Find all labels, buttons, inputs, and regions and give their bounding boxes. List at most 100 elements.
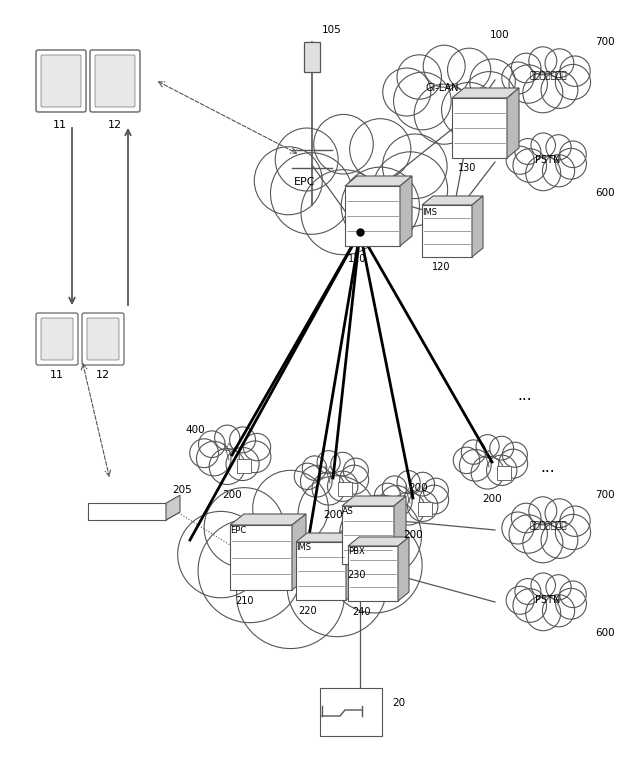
Circle shape	[471, 456, 504, 489]
Circle shape	[383, 134, 447, 199]
Polygon shape	[398, 537, 409, 601]
Circle shape	[523, 523, 563, 563]
Circle shape	[515, 138, 541, 164]
Text: 240: 240	[352, 607, 371, 617]
Text: PSTN: PSTN	[536, 595, 560, 605]
Text: 105: 105	[322, 25, 341, 35]
Text: 200: 200	[222, 490, 242, 500]
Circle shape	[236, 541, 345, 649]
Polygon shape	[394, 496, 406, 564]
Circle shape	[313, 115, 373, 174]
Circle shape	[397, 471, 420, 494]
Circle shape	[341, 167, 419, 245]
FancyBboxPatch shape	[95, 55, 135, 107]
Circle shape	[506, 586, 534, 614]
Circle shape	[374, 483, 401, 510]
Polygon shape	[88, 512, 180, 520]
Circle shape	[276, 128, 338, 191]
Bar	[418, 502, 432, 516]
Bar	[497, 466, 511, 480]
Text: 200: 200	[482, 494, 502, 504]
Text: Gi-LAN: Gi-LAN	[425, 83, 459, 93]
Circle shape	[198, 519, 302, 623]
Text: PBX: PBX	[348, 547, 364, 556]
Text: 205: 205	[172, 485, 192, 495]
Text: 210: 210	[235, 596, 254, 606]
Polygon shape	[166, 495, 180, 520]
Polygon shape	[472, 196, 483, 257]
Text: 200: 200	[323, 510, 343, 520]
Text: 600: 600	[595, 188, 615, 198]
Polygon shape	[342, 496, 406, 506]
Text: 12: 12	[108, 120, 122, 130]
Polygon shape	[296, 533, 357, 542]
Circle shape	[476, 435, 499, 458]
Polygon shape	[342, 506, 394, 564]
Circle shape	[178, 511, 264, 597]
Circle shape	[555, 588, 587, 619]
Polygon shape	[230, 514, 306, 525]
FancyBboxPatch shape	[90, 50, 140, 112]
FancyBboxPatch shape	[41, 55, 81, 107]
Circle shape	[546, 575, 571, 600]
Circle shape	[287, 537, 387, 636]
Circle shape	[340, 465, 369, 494]
Text: 600: 600	[595, 628, 615, 638]
Bar	[237, 459, 251, 473]
Circle shape	[546, 134, 571, 160]
Text: PSTN: PSTN	[536, 155, 560, 165]
Circle shape	[343, 458, 368, 484]
Text: インターネット: インターネット	[529, 72, 567, 80]
Circle shape	[383, 476, 407, 500]
Text: 130: 130	[458, 163, 476, 173]
Circle shape	[511, 503, 541, 533]
Circle shape	[198, 431, 225, 458]
Text: 11: 11	[53, 120, 67, 130]
Text: インターネット: インターネット	[529, 522, 567, 530]
Bar	[320, 688, 382, 736]
Circle shape	[511, 53, 541, 83]
FancyBboxPatch shape	[87, 318, 119, 360]
Bar	[338, 482, 352, 496]
Circle shape	[545, 49, 574, 78]
Circle shape	[442, 83, 497, 138]
Circle shape	[503, 442, 527, 468]
Text: 12: 12	[96, 370, 110, 380]
Circle shape	[555, 514, 590, 549]
Circle shape	[509, 515, 547, 553]
Polygon shape	[345, 186, 400, 246]
Polygon shape	[230, 525, 292, 590]
Circle shape	[300, 465, 332, 497]
Circle shape	[531, 133, 555, 157]
Polygon shape	[346, 533, 357, 600]
Circle shape	[394, 73, 451, 130]
Circle shape	[383, 68, 431, 116]
Circle shape	[448, 48, 491, 92]
Circle shape	[414, 84, 474, 144]
Circle shape	[526, 156, 560, 191]
Text: ...: ...	[541, 461, 555, 475]
Circle shape	[350, 118, 411, 180]
Circle shape	[470, 59, 516, 105]
Text: IMS: IMS	[422, 208, 437, 217]
Circle shape	[230, 427, 256, 453]
Circle shape	[302, 456, 327, 481]
Text: 120: 120	[432, 262, 450, 272]
Circle shape	[407, 491, 438, 521]
Circle shape	[513, 149, 547, 183]
Text: 11: 11	[50, 370, 64, 380]
Text: AS: AS	[342, 507, 354, 516]
Circle shape	[560, 141, 587, 167]
Circle shape	[555, 148, 587, 179]
Circle shape	[215, 425, 240, 450]
Circle shape	[486, 455, 517, 485]
Circle shape	[460, 449, 491, 481]
Circle shape	[209, 448, 245, 484]
Text: 230: 230	[347, 570, 366, 580]
Circle shape	[294, 463, 321, 490]
Circle shape	[298, 476, 376, 554]
Circle shape	[463, 72, 516, 125]
Circle shape	[555, 64, 590, 99]
Polygon shape	[296, 542, 346, 600]
Polygon shape	[507, 88, 519, 158]
